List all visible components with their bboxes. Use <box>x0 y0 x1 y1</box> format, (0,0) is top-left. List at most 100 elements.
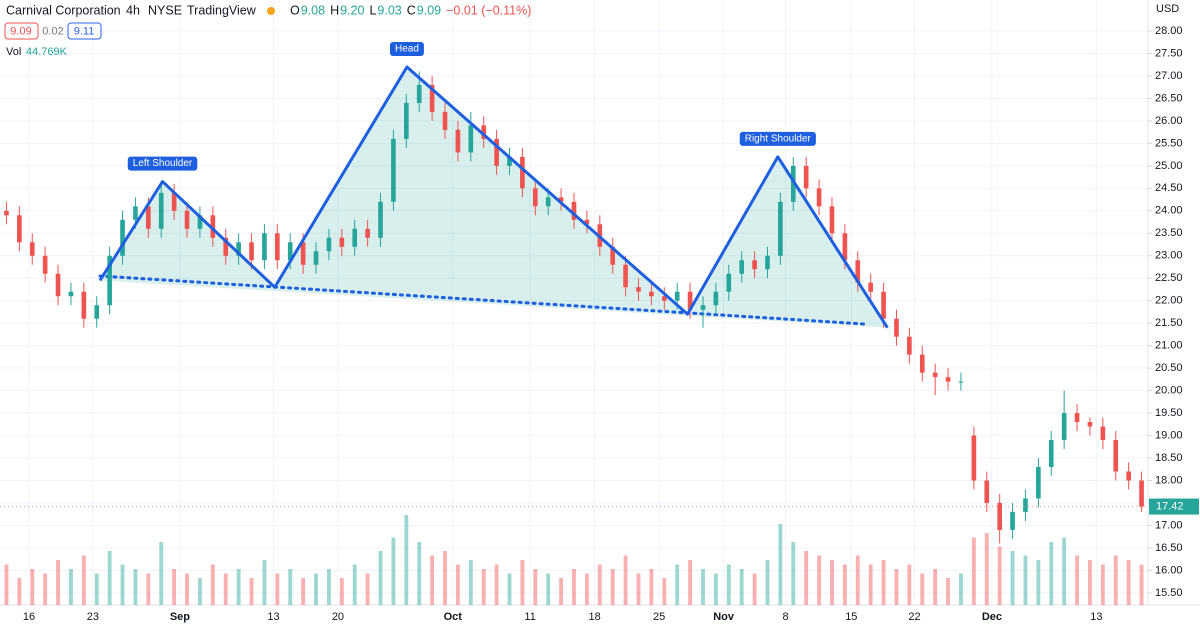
candle-body <box>120 219 125 256</box>
candle-body <box>378 201 383 238</box>
pattern-label: Right Shoulder <box>745 134 812 145</box>
candle-body <box>171 192 177 211</box>
volume-pane <box>4 515 1144 605</box>
volume-bar <box>1139 564 1144 605</box>
bid-box[interactable] <box>4 22 39 40</box>
candle-body <box>236 242 241 256</box>
source: TradingView <box>187 3 257 17</box>
candle-body <box>971 435 977 481</box>
volume-bar <box>675 564 680 605</box>
candle-body <box>1061 413 1067 441</box>
volume-bar <box>481 569 486 605</box>
volume-bar <box>546 573 551 605</box>
candle-body <box>391 138 396 202</box>
volume-bar <box>804 551 809 605</box>
candle-body <box>1048 440 1054 468</box>
candle-body <box>94 305 100 319</box>
volume-bar <box>997 546 1002 605</box>
volume-bar <box>1088 560 1092 605</box>
candle-body <box>507 156 512 166</box>
x-tick-label: 16 <box>23 611 35 623</box>
candle-body <box>300 242 306 265</box>
candle-body <box>674 291 680 301</box>
candle-body <box>55 273 61 297</box>
y-tick-label: 19.00 <box>1155 429 1183 441</box>
volume-bar <box>868 564 873 605</box>
x-tick-label: 25 <box>653 611 665 623</box>
candle-body <box>1126 471 1131 481</box>
volume-bar <box>133 569 138 605</box>
volume-bar <box>197 578 202 605</box>
candle-body <box>1074 413 1080 423</box>
ohlc-label: O <box>290 3 300 17</box>
volume-bar <box>842 564 847 605</box>
candle-body <box>636 287 641 292</box>
candle-body <box>1113 440 1119 472</box>
ohlc-value: 9.08 <box>301 3 325 17</box>
volume-bar <box>507 573 512 605</box>
volume-value: 44.769K <box>26 46 68 58</box>
candle-body <box>1087 422 1093 427</box>
volume-bar <box>30 569 35 605</box>
candle-body <box>249 242 254 261</box>
x-tick-label: 11 <box>524 611 535 623</box>
ohlc-label: L <box>369 3 376 17</box>
volume-bar <box>778 524 783 605</box>
grid <box>0 0 1148 605</box>
candle-body <box>997 502 1002 530</box>
volume-bar <box>817 555 822 605</box>
volume-bar <box>494 564 499 605</box>
candle-body <box>842 233 848 261</box>
volume-bar <box>1075 555 1079 605</box>
volume-bar <box>907 564 912 605</box>
volume-bar <box>701 569 705 605</box>
volume-bar <box>301 578 306 605</box>
volume-bar <box>288 569 293 605</box>
volume-bar <box>752 573 757 605</box>
volume-bar <box>1062 537 1067 605</box>
candle-body <box>313 251 319 265</box>
volume-bar <box>946 578 951 605</box>
candle-body <box>623 264 628 288</box>
y-tick-label: 16.50 <box>1155 542 1183 554</box>
x-tick-label: 13 <box>1090 611 1102 623</box>
volume-bar <box>443 551 447 605</box>
volume-bar <box>855 555 860 605</box>
ohlc-label: C <box>407 3 416 17</box>
candle-body <box>107 255 112 306</box>
volume-bar <box>830 560 834 605</box>
volume-bar <box>339 578 344 605</box>
candle-body <box>894 318 899 337</box>
candle-body <box>275 233 280 261</box>
candle-body <box>158 192 164 229</box>
volume-bar <box>623 555 628 605</box>
candle-body <box>816 188 822 207</box>
y-tick-label: 15.50 <box>1155 587 1183 599</box>
candle-body <box>365 228 370 238</box>
volume-name: Vol <box>6 46 21 58</box>
candle-body <box>416 84 422 103</box>
ask-box[interactable] <box>67 22 102 40</box>
candle-body <box>81 291 87 319</box>
volume-bar <box>739 569 744 605</box>
candle-body <box>339 237 345 247</box>
ohlc-value: 9.03 <box>377 3 401 17</box>
candle-body <box>532 188 538 207</box>
volume-bar <box>688 560 693 605</box>
x-tick-label: 22 <box>908 611 920 623</box>
candle-body <box>352 228 358 247</box>
candle-body <box>881 291 886 319</box>
header: Carnival Corporation 4h NYSE TradingView… <box>4 3 1179 58</box>
candle-body <box>184 210 190 229</box>
candle-body <box>687 291 693 310</box>
volume-bar <box>520 560 525 605</box>
x-tick-label: 13 <box>267 611 279 623</box>
x-tick-label: 18 <box>589 611 601 623</box>
market-status-icon <box>267 7 275 15</box>
candle-body <box>829 206 835 234</box>
candle-body <box>494 138 499 166</box>
spread: 0.02 <box>42 25 63 37</box>
volume-bar <box>559 578 564 605</box>
volume-bar <box>726 564 731 605</box>
